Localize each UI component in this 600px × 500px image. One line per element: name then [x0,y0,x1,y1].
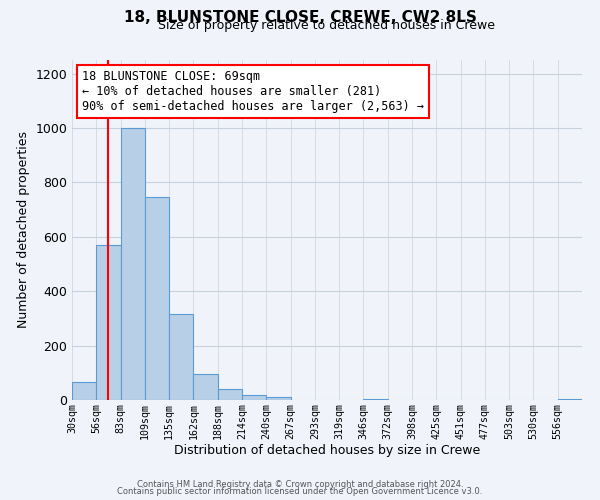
Bar [364,398,388,400]
Text: 18, BLUNSTONE CLOSE, CREWE, CW2 8LS: 18, BLUNSTONE CLOSE, CREWE, CW2 8LS [124,10,476,25]
Bar [193,374,218,400]
Bar [145,198,169,400]
Bar [72,382,96,400]
Bar [558,398,582,400]
Title: Size of property relative to detached houses in Crewe: Size of property relative to detached ho… [158,20,496,32]
X-axis label: Distribution of detached houses by size in Crewe: Distribution of detached houses by size … [174,444,480,458]
Bar [266,398,290,400]
Y-axis label: Number of detached properties: Number of detached properties [17,132,30,328]
Bar [218,389,242,400]
Text: Contains HM Land Registry data © Crown copyright and database right 2024.: Contains HM Land Registry data © Crown c… [137,480,463,489]
Bar [242,394,266,400]
Bar [96,245,121,400]
Text: 18 BLUNSTONE CLOSE: 69sqm
← 10% of detached houses are smaller (281)
90% of semi: 18 BLUNSTONE CLOSE: 69sqm ← 10% of detac… [82,70,424,113]
Text: Contains public sector information licensed under the Open Government Licence v3: Contains public sector information licen… [118,488,482,496]
Bar [169,314,193,400]
Bar [121,128,145,400]
